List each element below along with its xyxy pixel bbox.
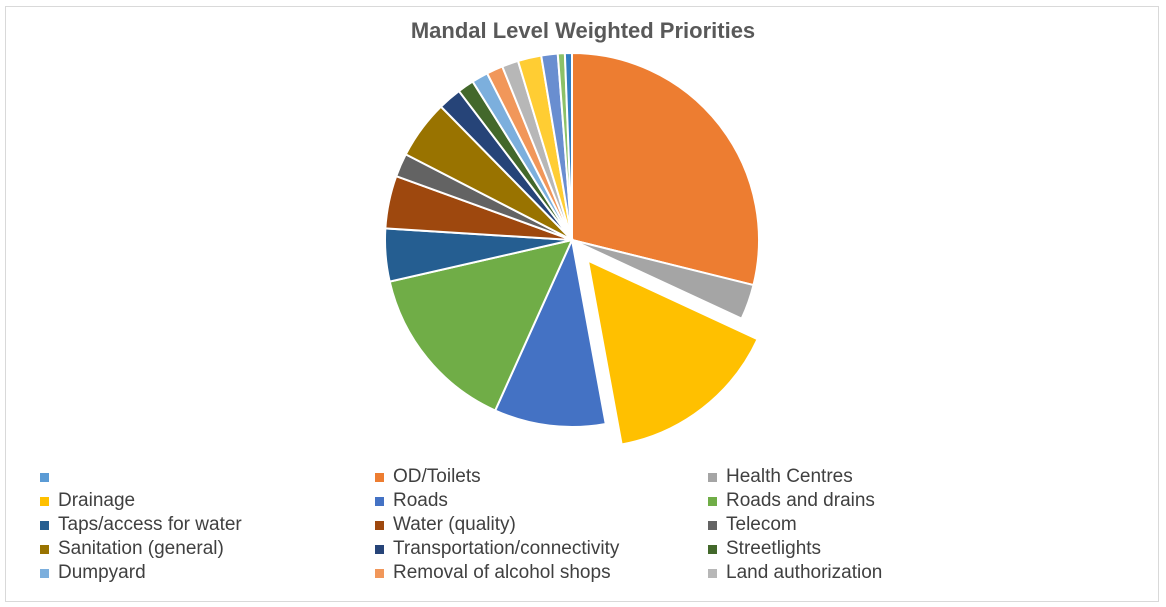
legend-swatch bbox=[40, 496, 49, 506]
legend-label: Water (quality) bbox=[393, 514, 516, 535]
legend-item bbox=[40, 465, 58, 489]
pie-slice bbox=[586, 258, 759, 446]
legend-item: Health Centres bbox=[708, 465, 853, 489]
legend-swatch bbox=[375, 520, 384, 530]
legend-item: Streetlights bbox=[708, 537, 821, 561]
legend-swatch bbox=[708, 472, 717, 482]
legend-label: Dumpyard bbox=[58, 562, 146, 583]
legend-swatch bbox=[375, 568, 384, 578]
legend-label: Streetlights bbox=[726, 538, 822, 559]
legend-label: Removal of alcohol shops bbox=[393, 562, 611, 583]
pie-slice bbox=[388, 238, 574, 412]
legend-item: Roads bbox=[375, 489, 448, 513]
legend-label: Health Centres bbox=[726, 466, 853, 487]
legend-swatch bbox=[375, 472, 384, 482]
legend-item: Water (quality) bbox=[375, 513, 516, 537]
legend-label: Transportation/connectivity bbox=[393, 538, 620, 559]
pie-slice bbox=[563, 51, 573, 241]
legend-item: Taps/access for water bbox=[40, 513, 242, 537]
legend-label: Taps/access for water bbox=[58, 514, 242, 535]
legend-label: Drainage bbox=[58, 490, 136, 511]
legend-swatch bbox=[708, 544, 717, 554]
legend-label: Telecom bbox=[726, 514, 797, 535]
legend-label: OD/Toilets bbox=[393, 466, 481, 487]
legend-label: Land authorization bbox=[726, 562, 883, 583]
legend-swatch bbox=[708, 496, 717, 506]
legend-item: OD/Toilets bbox=[375, 465, 481, 489]
legend-swatch bbox=[40, 544, 49, 554]
legend-item: Roads and drains bbox=[708, 489, 875, 513]
pie-slice bbox=[571, 51, 760, 287]
legend-swatch bbox=[40, 568, 49, 578]
chart-title: Mandal Level Weighted Priorities bbox=[410, 18, 756, 43]
legend-swatch bbox=[40, 472, 49, 482]
pie-slice bbox=[493, 236, 607, 428]
legend-swatch bbox=[375, 496, 384, 506]
legend-swatch bbox=[708, 568, 717, 578]
legend-item: Drainage bbox=[40, 489, 135, 513]
legend-swatch bbox=[375, 544, 384, 554]
legend-label: Roads bbox=[393, 490, 448, 511]
pie-slice bbox=[571, 239, 755, 321]
legend-label: Sanitation (general) bbox=[58, 538, 224, 559]
legend-item: Sanitation (general) bbox=[40, 537, 224, 561]
legend-item: Transportation/connectivity bbox=[375, 537, 619, 561]
legend-item: Telecom bbox=[708, 513, 797, 537]
legend-label: Roads and drains bbox=[726, 490, 875, 511]
legend-item: Removal of alcohol shops bbox=[375, 561, 611, 585]
legend-item: Land authorization bbox=[708, 561, 882, 585]
legend-swatch bbox=[40, 520, 49, 530]
pie-chart bbox=[384, 51, 760, 446]
legend-item: Dumpyard bbox=[40, 561, 146, 585]
legend-swatch bbox=[708, 520, 717, 530]
